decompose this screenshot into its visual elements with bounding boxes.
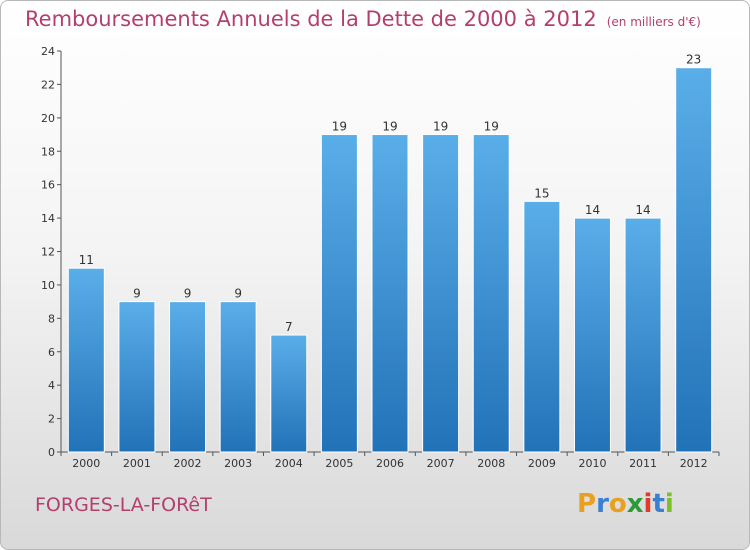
bar: [320, 134, 358, 453]
bar: [118, 301, 156, 453]
y-tick-label: 22: [41, 78, 55, 91]
logo-letter: i: [664, 489, 674, 519]
x-tick-label: 2003: [224, 457, 252, 470]
bar: [270, 334, 308, 453]
logo-letter: t: [652, 489, 665, 519]
y-tick-label: 12: [41, 246, 55, 259]
chart-title: Remboursements Annuels de la Dette de 20…: [25, 7, 701, 31]
bar-value-label: 19: [332, 120, 347, 134]
chart-unit: (en milliers d'€): [606, 15, 701, 29]
y-tick-label: 10: [41, 279, 55, 292]
bar-value-label: 14: [635, 203, 650, 217]
x-tick-label: 2007: [427, 457, 455, 470]
x-tick-label: 2012: [680, 457, 708, 470]
logo-letter: o: [608, 489, 627, 519]
bar-value-label: 9: [184, 287, 192, 301]
bar: [371, 134, 409, 453]
y-tick-label: 24: [41, 45, 55, 58]
bar-value-label: 23: [686, 53, 701, 67]
bar-value-label: 19: [484, 120, 499, 134]
bar-value-label: 9: [234, 287, 242, 301]
logo-letter: x: [626, 489, 644, 519]
chart-title-text: Remboursements Annuels de la Dette de 20…: [25, 7, 597, 31]
x-tick-label: 2008: [477, 457, 505, 470]
x-tick-label: 2002: [174, 457, 202, 470]
bar: [675, 67, 713, 453]
town-name: FORGES-LA-FORêT: [35, 494, 212, 516]
logo-letter: P: [577, 489, 597, 519]
bar: [573, 217, 611, 453]
y-tick-label: 20: [41, 112, 55, 125]
bar-value-label: 14: [585, 203, 600, 217]
bar-value-label: 15: [534, 186, 549, 200]
x-tick-label: 2004: [275, 457, 303, 470]
x-tick-label: 2001: [123, 457, 151, 470]
y-tick-label: 16: [41, 179, 55, 192]
logo-letter: i: [643, 489, 653, 519]
x-tick-label: 2006: [376, 457, 404, 470]
x-tick-label: 2011: [629, 457, 657, 470]
labels: 2000 11 2001 9 2002 9 2003 9 2004 7 2005 19 2006 19 20…: [72, 53, 707, 470]
bar: [67, 267, 105, 453]
logo-letter: r: [596, 489, 609, 519]
bar: [624, 217, 662, 453]
proxiti-logo: Proxiti: [577, 489, 674, 519]
y-tick-label: 14: [41, 212, 55, 225]
x-tick-label: 2000: [72, 457, 100, 470]
y-tick-label: 0: [48, 446, 55, 459]
y-tick-label: 4: [48, 379, 55, 392]
x-tick-label: 2005: [325, 457, 353, 470]
bars: [67, 67, 713, 453]
bar: [169, 301, 207, 453]
bar: [219, 301, 257, 453]
y-tick-label: 6: [48, 346, 55, 359]
x-tick-label: 2010: [578, 457, 606, 470]
x-tick-label: 2009: [528, 457, 556, 470]
bar-value-label: 11: [79, 253, 94, 267]
bar: [523, 200, 561, 453]
bar: [422, 134, 460, 453]
y-tick-label: 8: [48, 312, 55, 325]
bar: [472, 134, 510, 453]
y-tick-label: 2: [48, 413, 55, 426]
bar-value-label: 7: [285, 320, 293, 334]
bar-value-label: 9: [133, 287, 141, 301]
bar-value-label: 19: [382, 120, 397, 134]
y-tick-label: 18: [41, 145, 55, 158]
bar-value-label: 19: [433, 120, 448, 134]
